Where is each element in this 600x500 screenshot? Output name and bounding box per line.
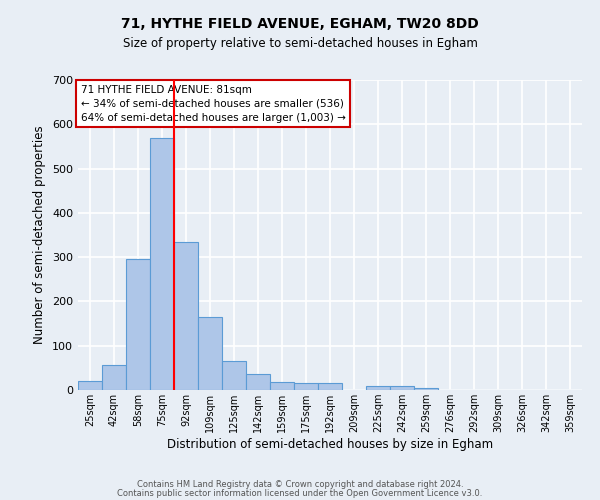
Bar	[294, 384, 318, 390]
Bar	[414, 388, 438, 390]
Y-axis label: Number of semi-detached properties: Number of semi-detached properties	[34, 126, 46, 344]
Text: Contains HM Land Registry data © Crown copyright and database right 2024.: Contains HM Land Registry data © Crown c…	[137, 480, 463, 489]
Bar	[270, 382, 294, 390]
Text: 71, HYTHE FIELD AVENUE, EGHAM, TW20 8DD: 71, HYTHE FIELD AVENUE, EGHAM, TW20 8DD	[121, 18, 479, 32]
Text: 71 HYTHE FIELD AVENUE: 81sqm
← 34% of semi-detached houses are smaller (536)
64%: 71 HYTHE FIELD AVENUE: 81sqm ← 34% of se…	[80, 84, 346, 122]
Bar	[150, 138, 174, 390]
Bar	[318, 384, 342, 390]
Text: Contains public sector information licensed under the Open Government Licence v3: Contains public sector information licen…	[118, 489, 482, 498]
Bar	[102, 365, 126, 390]
Bar	[222, 361, 246, 390]
Bar	[198, 317, 222, 390]
Bar	[78, 381, 102, 390]
Text: Size of property relative to semi-detached houses in Egham: Size of property relative to semi-detach…	[122, 38, 478, 51]
Bar	[390, 386, 414, 390]
X-axis label: Distribution of semi-detached houses by size in Egham: Distribution of semi-detached houses by …	[167, 438, 493, 451]
Bar	[174, 242, 198, 390]
Bar	[126, 260, 150, 390]
Bar	[246, 374, 270, 390]
Bar	[366, 386, 390, 390]
